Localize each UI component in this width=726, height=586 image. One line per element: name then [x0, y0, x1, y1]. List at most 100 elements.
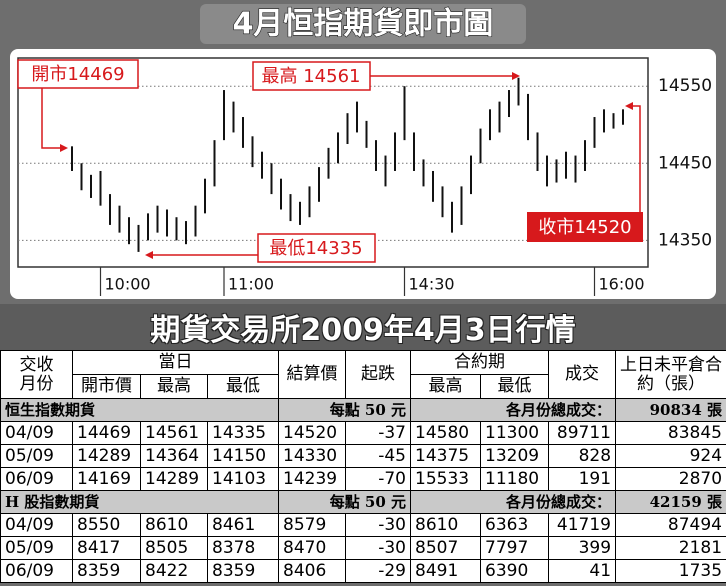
annotation: 開市14469 [31, 64, 124, 85]
cell: 14169 [72, 467, 141, 491]
cell: 每點 50 元 [278, 490, 412, 514]
cell: 8491 [410, 559, 482, 583]
arrow-head [145, 251, 153, 259]
cell: 14364 [140, 444, 208, 468]
cell: 90834 張 [615, 398, 726, 422]
cell: 06/09 [0, 467, 73, 491]
header: 最低 [480, 374, 550, 399]
cell: 04/09 [0, 421, 73, 445]
cell: 各月份總成交： [410, 398, 617, 422]
cell: 04/09 [0, 513, 73, 537]
header: 最低 [206, 374, 280, 399]
cell: 87494 [615, 513, 726, 537]
cell: 各月份總成交： [410, 490, 617, 514]
cell: 8422 [140, 559, 208, 583]
cell: 14150 [206, 444, 280, 468]
cell: 8359 [72, 559, 141, 583]
cell: 6363 [480, 513, 550, 537]
cell: 14580 [410, 421, 482, 445]
cell: 14103 [206, 467, 280, 491]
chart-title: 4月恒指期貨即市圖 [233, 7, 494, 42]
cell: 14561 [140, 421, 208, 445]
cell: 8378 [206, 536, 280, 560]
section-row: H 股指數期貨 每點 50 元各月份總成交： 42159 張 [0, 490, 726, 514]
y-tick-label: 14450 [658, 153, 712, 173]
cell: 8507 [410, 536, 482, 560]
x-tick-label: 14:30 [409, 275, 455, 294]
cell: -30 [345, 513, 412, 537]
cell: 89711 [548, 421, 617, 445]
cell: 11300 [480, 421, 550, 445]
header: 起跌 [345, 350, 412, 399]
cell: 41 [548, 559, 617, 583]
header: 最高 [410, 374, 482, 399]
cell: 14335 [206, 421, 280, 445]
cell: 8505 [140, 536, 208, 560]
arrow [41, 88, 62, 149]
cell: 83845 [615, 421, 726, 445]
cell: 14289 [140, 467, 208, 491]
chart: 4月恒指期貨即市圖 14350 14450 14550 10:00 11:00 14:30… [10, 4, 716, 299]
cell: 924 [615, 444, 726, 468]
cell: 7797 [480, 536, 550, 560]
cell: 14375 [410, 444, 482, 468]
section-row: 恒生指數期貨 每點 50 元各月份總成交： 90834 張 [0, 398, 726, 422]
cell: 8610 [140, 513, 208, 537]
cell: 恒生指數期貨 [0, 398, 280, 422]
arrow-head [60, 144, 68, 152]
annotation: 收市14520 [538, 217, 631, 238]
row: 04/09 14469 14561 14335 14520 -37 14580 11300 89… [0, 421, 726, 445]
cell: 05/09 [0, 536, 73, 560]
header: 上日未平倉合約（張） [615, 350, 726, 399]
cell: 2870 [615, 467, 726, 491]
cell: 8359 [206, 559, 280, 583]
cell: 15533 [410, 467, 482, 491]
row: 04/09 8550 8610 8461 8579 -30 8610 6363 41719 874… [0, 513, 726, 537]
row: 06/09 14169 14289 14103 14239 -70 15533 11180 19… [0, 467, 726, 491]
cell: 8579 [278, 513, 347, 537]
y-tick-label: 14550 [658, 76, 712, 96]
title-box [200, 4, 526, 44]
arrow-head [625, 102, 633, 110]
cell: 8417 [72, 536, 141, 560]
cell: -37 [345, 421, 412, 445]
cell: 41719 [548, 513, 617, 537]
cell: 191 [548, 467, 617, 491]
cell: -29 [345, 559, 412, 583]
table: 交收月份 當日 結算價 起跌 合約期 成交 上日未平倉合約（張） 開市價 最高 … [0, 350, 726, 583]
header: 當日 [71, 350, 280, 375]
cell: H 股指數期貨 [0, 490, 280, 514]
cell: 13209 [480, 444, 550, 468]
row: 05/09 8417 8505 8378 8470 -30 8507 7797 399 2181 [0, 536, 726, 560]
header: 結算價 [278, 350, 347, 399]
cell: 828 [548, 444, 617, 468]
annotation-box [527, 212, 643, 242]
x-tick-label: 10:00 [105, 275, 151, 294]
row: 06/09 8359 8422 8359 8406 -29 8491 6390 41 1735 [0, 559, 726, 583]
table-title: 期貨交易所2009年4月3日行情 [0, 304, 726, 350]
row: 05/09 14289 14364 14150 14330 -45 14375 13209 82… [0, 444, 726, 468]
cell: 05/09 [0, 444, 73, 468]
header: 交收月份 [0, 350, 73, 399]
annotation: 最高 14561 [262, 66, 361, 87]
cell: 14520 [278, 421, 347, 445]
cell: 14330 [278, 444, 347, 468]
cell: 14239 [278, 467, 347, 491]
cell: 14469 [72, 421, 141, 445]
cell: 6390 [480, 559, 550, 583]
arrow [633, 105, 641, 212]
header: 成交 [548, 350, 617, 399]
cell: 8470 [278, 536, 347, 560]
table-body: 恒生指數期貨 每點 50 元各月份總成交： 90834 張 04/09 14469 145… [0, 398, 726, 583]
cell: 399 [548, 536, 617, 560]
cell: 06/09 [0, 559, 73, 583]
cell: 42159 張 [615, 490, 726, 514]
annotation-box [252, 61, 371, 91]
cell: 2181 [615, 536, 726, 560]
cell: -45 [345, 444, 412, 468]
cell: 每點 50 元 [278, 398, 412, 422]
cell: 8406 [278, 559, 347, 583]
annotation-box [257, 233, 376, 263]
cell: -70 [345, 467, 412, 491]
